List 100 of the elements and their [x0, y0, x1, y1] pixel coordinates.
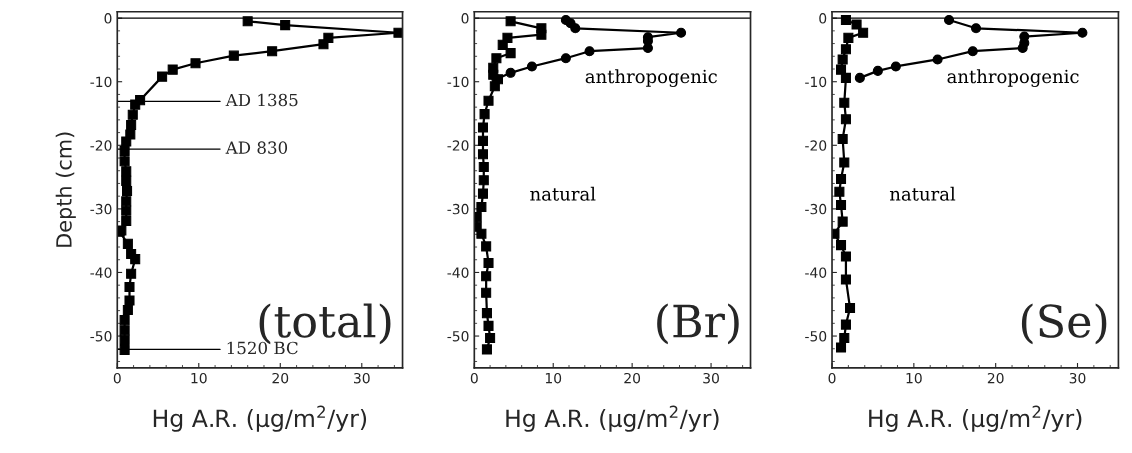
point	[676, 27, 687, 38]
point	[483, 95, 494, 106]
point	[858, 27, 869, 38]
ref-line-label: AD 1385	[225, 93, 298, 107]
point	[497, 39, 508, 50]
point	[121, 196, 132, 207]
point	[844, 303, 856, 314]
point	[505, 48, 516, 59]
x-tick-label: 10	[545, 372, 562, 384]
point	[837, 216, 848, 227]
point	[122, 238, 133, 249]
point	[119, 334, 130, 345]
y-tick-label: -30	[90, 203, 112, 215]
x-tick-label: 10	[906, 372, 922, 384]
point	[476, 201, 487, 213]
point	[228, 50, 239, 61]
point	[840, 114, 851, 125]
point	[119, 315, 130, 326]
point	[971, 23, 982, 34]
y-tick-label: -50	[447, 331, 469, 342]
point	[190, 58, 201, 69]
point	[130, 254, 141, 265]
point	[835, 240, 847, 251]
point	[121, 175, 132, 186]
point	[854, 72, 865, 83]
point	[481, 344, 492, 355]
point	[119, 325, 130, 336]
series-label: anthropogenic	[585, 69, 717, 87]
point	[126, 119, 137, 130]
x-tick-label: 20	[272, 372, 289, 384]
point	[840, 319, 851, 330]
point	[967, 46, 978, 57]
x-tick-label: 10	[191, 372, 207, 384]
y-tick-label: 0	[104, 13, 112, 24]
point	[119, 345, 130, 356]
annotation: (Se)	[1021, 303, 1107, 345]
point	[267, 46, 278, 57]
point	[840, 72, 851, 83]
point	[835, 342, 847, 353]
point	[505, 67, 516, 78]
y-tick-label: -40	[447, 267, 469, 278]
point	[837, 133, 848, 144]
point	[126, 268, 137, 279]
ref-line-label: AD 830	[225, 141, 288, 154]
y-tick-label: -20	[90, 140, 112, 151]
point	[121, 205, 132, 216]
point	[584, 46, 595, 57]
point	[839, 157, 850, 168]
point	[121, 166, 132, 177]
point	[157, 71, 168, 82]
point	[834, 186, 845, 197]
point	[122, 186, 133, 197]
point	[835, 173, 847, 185]
point	[483, 257, 494, 268]
point	[127, 109, 138, 120]
point	[839, 332, 850, 343]
point	[840, 44, 851, 55]
point	[478, 161, 489, 172]
point	[119, 156, 130, 167]
point	[477, 135, 489, 146]
series-label: anthropogenic	[947, 69, 1079, 87]
point	[932, 54, 943, 65]
point	[481, 287, 492, 298]
y-tick-label: 0	[461, 13, 469, 24]
y-tick-label: -40	[805, 267, 827, 278]
point	[130, 99, 141, 110]
point	[121, 136, 132, 147]
x-axis-title: Hg A.R. (μg/m$^{2}$/yr)	[506, 405, 719, 432]
point	[477, 149, 489, 160]
point	[485, 332, 496, 343]
point	[477, 188, 489, 199]
y-tick-label: -20	[805, 140, 827, 151]
x-tick-label: 30	[1069, 372, 1086, 384]
point	[835, 200, 847, 211]
point	[491, 53, 502, 64]
y-tick-label: -30	[805, 203, 827, 215]
x-tick-label: 0	[828, 372, 836, 384]
point	[124, 295, 135, 306]
point	[840, 251, 851, 262]
point	[570, 23, 581, 34]
point	[393, 27, 403, 38]
point	[526, 61, 537, 72]
point	[121, 215, 132, 226]
x-tick-label: 20	[987, 372, 1004, 384]
x-axis-title: Hg A.R. (μg/m$^{2}$/yr)	[869, 405, 1082, 432]
x-tick-label: 30	[703, 372, 719, 384]
point	[476, 228, 487, 239]
point	[481, 241, 492, 252]
point	[837, 54, 848, 65]
text: natural	[530, 186, 596, 201]
point	[843, 32, 854, 43]
point	[481, 271, 492, 282]
x-tick-label: 0	[470, 372, 478, 384]
point	[536, 29, 547, 40]
x-tick-label: 30	[354, 372, 370, 384]
y-tick-label: -50	[90, 331, 112, 342]
x-tick-label: 0	[113, 372, 121, 384]
x-axis-title: Hg A.R. (μg/m$^{2}$/yr)	[153, 405, 367, 432]
y-tick-label: -10	[90, 76, 112, 88]
point	[839, 97, 850, 108]
